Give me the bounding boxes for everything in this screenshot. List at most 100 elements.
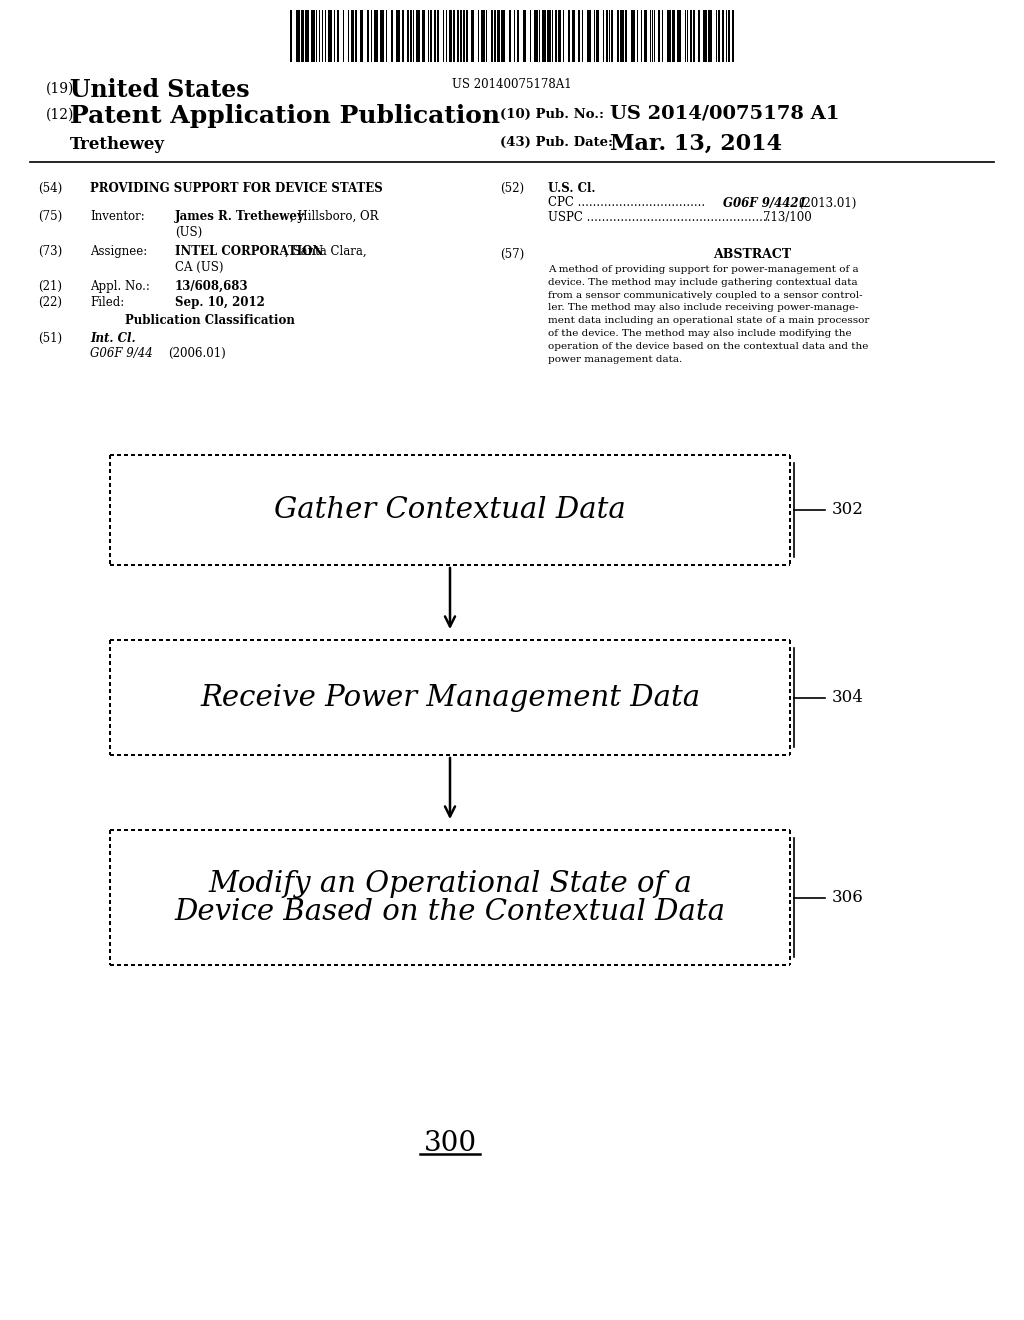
Bar — [509, 754, 513, 756]
Bar — [578, 11, 580, 62]
Bar — [788, 462, 792, 466]
Bar — [110, 454, 114, 457]
Bar — [222, 964, 226, 966]
Bar — [446, 964, 450, 966]
Bar — [109, 858, 112, 862]
Bar — [642, 754, 646, 756]
Bar — [173, 964, 177, 966]
Bar — [460, 639, 464, 642]
Bar — [292, 639, 296, 642]
Bar — [788, 879, 792, 883]
Bar — [656, 829, 660, 832]
Bar — [788, 865, 792, 869]
Bar — [278, 754, 282, 756]
Bar — [596, 11, 599, 62]
Bar — [628, 829, 632, 832]
Bar — [788, 477, 792, 480]
Bar — [663, 639, 667, 642]
Bar — [334, 829, 338, 832]
Bar — [446, 639, 450, 642]
Bar — [481, 754, 485, 756]
Bar — [684, 564, 688, 566]
Bar — [572, 964, 575, 966]
Bar — [768, 754, 772, 756]
Bar — [334, 964, 338, 966]
Bar — [558, 11, 561, 62]
Bar — [495, 754, 499, 756]
Bar — [544, 829, 548, 832]
Bar — [467, 564, 471, 566]
Bar — [109, 830, 112, 834]
Bar — [733, 964, 737, 966]
Bar — [257, 964, 261, 966]
Bar — [460, 564, 464, 566]
Text: operation of the device based on the contextual data and the: operation of the device based on the con… — [548, 342, 868, 351]
Bar — [425, 454, 429, 457]
Bar — [761, 639, 765, 642]
Bar — [383, 754, 387, 756]
Bar — [159, 829, 163, 832]
Bar — [497, 11, 500, 62]
Bar — [642, 964, 646, 966]
Bar — [117, 964, 121, 966]
Bar — [313, 454, 317, 457]
Bar — [439, 964, 443, 966]
Bar — [474, 639, 478, 642]
Bar — [722, 11, 724, 62]
Bar — [264, 964, 268, 966]
Bar — [523, 11, 526, 62]
Bar — [600, 829, 604, 832]
Bar — [109, 907, 112, 911]
Bar — [397, 639, 401, 642]
Bar — [698, 964, 702, 966]
Bar — [313, 754, 317, 756]
Bar — [481, 454, 485, 457]
Bar — [708, 11, 712, 62]
Bar — [649, 754, 653, 756]
Bar — [215, 639, 219, 642]
Bar — [109, 653, 112, 657]
Bar — [109, 851, 112, 855]
Bar — [670, 564, 674, 566]
Text: ABSTRACT: ABSTRACT — [713, 248, 792, 261]
Bar — [355, 964, 359, 966]
Text: CPC ..................................: CPC .................................. — [548, 197, 706, 210]
Bar — [788, 873, 792, 876]
Bar — [299, 454, 303, 457]
Bar — [327, 829, 331, 832]
Bar — [488, 564, 492, 566]
Bar — [229, 564, 233, 566]
Bar — [658, 11, 660, 62]
Bar — [145, 564, 150, 566]
Bar — [109, 525, 112, 529]
Bar — [362, 754, 366, 756]
Bar — [488, 964, 492, 966]
Bar — [628, 754, 632, 756]
Text: of the device. The method may also include modifying the: of the device. The method may also inclu… — [548, 329, 852, 338]
Bar — [775, 454, 779, 457]
Bar — [754, 829, 758, 832]
Bar — [292, 964, 296, 966]
Bar — [215, 964, 219, 966]
Bar — [558, 829, 562, 832]
Bar — [705, 964, 709, 966]
Bar — [614, 564, 618, 566]
Bar — [502, 754, 506, 756]
Bar — [109, 490, 112, 494]
Bar — [109, 837, 112, 841]
Bar — [788, 504, 792, 508]
Bar — [166, 454, 170, 457]
Bar — [693, 11, 695, 62]
Bar — [222, 639, 226, 642]
Bar — [644, 11, 647, 62]
Bar — [229, 964, 233, 966]
Bar — [788, 483, 792, 487]
Bar — [299, 639, 303, 642]
Bar — [572, 564, 575, 566]
Bar — [453, 964, 457, 966]
Bar — [236, 829, 240, 832]
Bar — [369, 964, 373, 966]
Bar — [327, 964, 331, 966]
Bar — [586, 564, 590, 566]
Bar — [457, 11, 459, 62]
